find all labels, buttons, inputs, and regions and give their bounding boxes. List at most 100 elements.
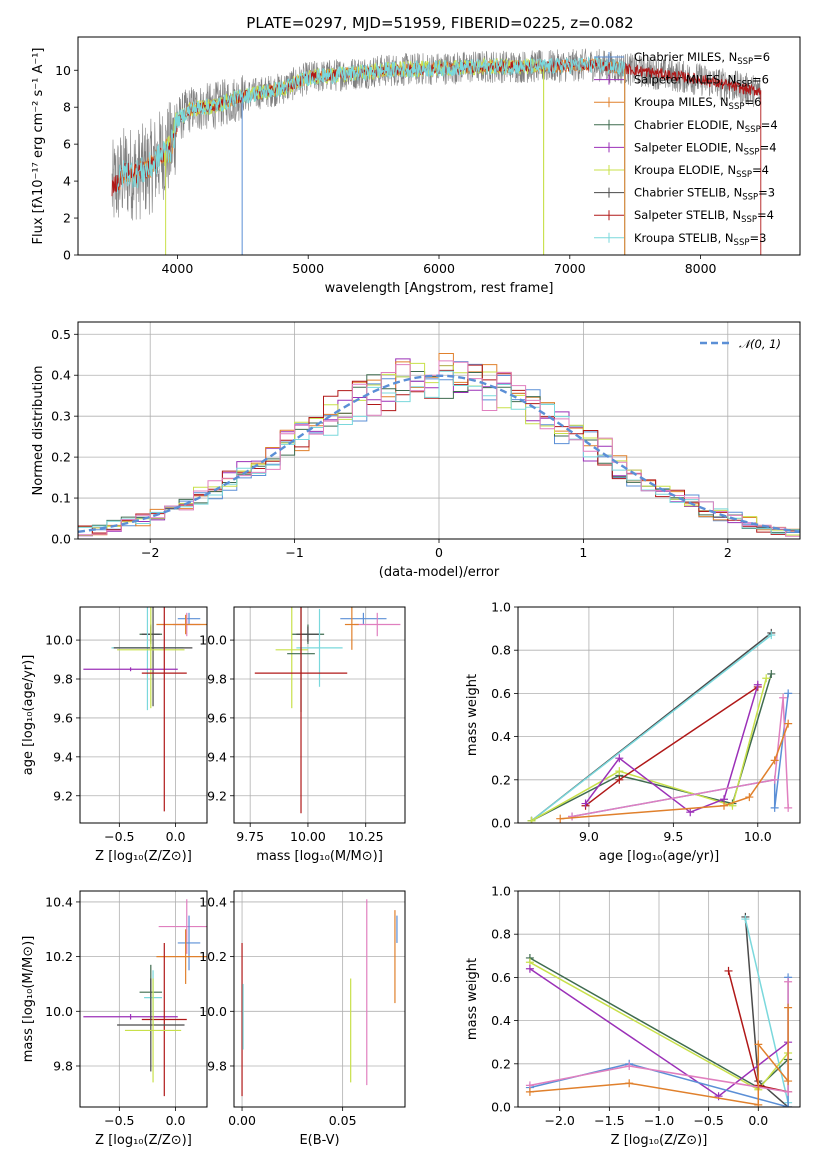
y-tick-label: 9.2 bbox=[207, 788, 227, 803]
chart-age_vs_Z: −0.5 0.0 9.2 9.4 9.6 9.8 10.0 Z [log₁₀(Z/Z⊙)] ag… bbox=[21, 606, 208, 864]
x-axis-label: wavelength [Angstrom, rest frame] bbox=[325, 281, 554, 296]
x-tick-label: 0.00 bbox=[228, 1113, 256, 1128]
x-axis-label: age [log₁₀(age/yr)] bbox=[599, 849, 720, 864]
legend-entry: Kroupa STELIB, NSSP=3 bbox=[634, 231, 766, 248]
y-tick-label: 9.6 bbox=[53, 710, 73, 725]
axes-frame bbox=[77, 321, 801, 540]
errorbar-point bbox=[275, 607, 308, 709]
axes-frame bbox=[77, 36, 801, 256]
y-tick-label: 0.6 bbox=[491, 970, 511, 985]
x-tick-label: −0.5 bbox=[104, 829, 134, 844]
y-tick-label: 10.4 bbox=[199, 894, 227, 909]
weight-series bbox=[529, 1007, 789, 1106]
x-axis-label: E(B-V) bbox=[299, 1133, 339, 1148]
weight-series bbox=[571, 697, 789, 818]
x-tick-label: 2 bbox=[724, 545, 732, 560]
y-axis-label: age [log₁₀(age/yr)] bbox=[21, 655, 36, 776]
errorbar-point bbox=[141, 607, 187, 812]
x-tick-label: −2 bbox=[141, 545, 159, 560]
y-tick-label: 1.0 bbox=[491, 600, 511, 615]
legend-entry: Salpeter STELIB, NSSP=4 bbox=[634, 208, 774, 225]
weight-marker bbox=[615, 754, 624, 763]
y-axis-label: mass [log₁₀(M/M⊙)] bbox=[21, 936, 36, 1063]
weight-marker bbox=[770, 775, 779, 784]
weight-marker bbox=[625, 1079, 634, 1088]
y-tick-label: 0.0 bbox=[491, 816, 511, 831]
y-tick-label: 0.4 bbox=[51, 368, 71, 383]
y-axis-label: mass weight bbox=[465, 674, 480, 756]
x-tick-label: 8000 bbox=[685, 261, 717, 276]
x-tick-label: −1.5 bbox=[594, 1113, 624, 1128]
errorbar-point bbox=[117, 607, 185, 709]
plot-area bbox=[78, 353, 800, 538]
y-tick-label: 10 bbox=[55, 63, 71, 78]
weight-marker bbox=[784, 1077, 793, 1086]
weight-marker bbox=[784, 719, 793, 728]
y-tick-label: 10.0 bbox=[45, 633, 73, 648]
plot-area bbox=[241, 899, 398, 1097]
x-tick-label: 10.00 bbox=[290, 829, 326, 844]
x-tick-label: 0 bbox=[435, 545, 443, 560]
plot-area bbox=[254, 607, 401, 814]
legend-entry: Salpeter ELODIE, NSSP=4 bbox=[634, 140, 777, 157]
weight-marker bbox=[754, 1100, 763, 1107]
axes-frame bbox=[233, 606, 406, 824]
weight-marker bbox=[784, 1103, 793, 1107]
weight-marker bbox=[568, 812, 577, 821]
x-tick-label: 5000 bbox=[292, 261, 324, 276]
errorbar-point bbox=[177, 612, 201, 625]
errorbar-point bbox=[113, 607, 193, 707]
weight-series bbox=[531, 634, 772, 822]
figure-title: PLATE=0297, MJD=51959, FIBERID=0225, z=0… bbox=[246, 14, 633, 32]
chart-weight_vs_age: 9.0 9.5 10.0 0.0 0.2 0.4 0.6 0.8 1.0 age [log₁₀(a… bbox=[465, 600, 801, 864]
weight-marker bbox=[767, 631, 776, 640]
weight-series bbox=[531, 678, 767, 822]
errorbar-point bbox=[141, 942, 187, 1097]
weight-marker bbox=[784, 803, 793, 812]
x-tick-label: −0.5 bbox=[693, 1113, 723, 1128]
y-tick-label: 6 bbox=[63, 137, 71, 152]
x-tick-label: 0.05 bbox=[329, 1113, 357, 1128]
y-tick-label: 2 bbox=[63, 211, 71, 226]
plot-area bbox=[83, 607, 207, 812]
weight-marker bbox=[745, 793, 754, 802]
weight-marker bbox=[770, 756, 779, 765]
plot-area bbox=[527, 628, 793, 823]
y-tick-label: 0.8 bbox=[491, 643, 511, 658]
legend-entry: Kroupa ELODIE, NSSP=4 bbox=[634, 163, 769, 180]
y-tick-label: 0.2 bbox=[491, 1056, 511, 1071]
weight-marker bbox=[762, 674, 771, 683]
errorbar-point bbox=[83, 667, 178, 672]
weight-marker bbox=[741, 915, 750, 924]
weight-series bbox=[571, 693, 789, 818]
errorbar-point bbox=[340, 612, 387, 625]
x-tick-label: 7000 bbox=[554, 261, 586, 276]
x-axis-label: Z [log₁₀(Z/Z⊙)] bbox=[95, 849, 192, 864]
x-axis-label: mass [log₁₀(M/M⊙)] bbox=[256, 849, 383, 864]
y-tick-label: 9.8 bbox=[207, 1058, 227, 1073]
errorbar-point bbox=[117, 978, 185, 1072]
weight-marker bbox=[724, 966, 733, 975]
y-tick-label: 0.5 bbox=[51, 327, 71, 342]
y-tick-label: 0.8 bbox=[491, 927, 511, 942]
y-tick-label: 8 bbox=[63, 100, 71, 115]
x-tick-label: 0.0 bbox=[166, 829, 186, 844]
errorbar-point bbox=[124, 978, 182, 1083]
weight-marker bbox=[753, 680, 762, 689]
y-tick-label: 9.4 bbox=[53, 749, 73, 764]
weight-marker bbox=[686, 808, 695, 817]
y-tick-label: 0.2 bbox=[51, 450, 71, 465]
weight-marker bbox=[525, 964, 534, 973]
weight-marker bbox=[784, 1087, 793, 1096]
plot-area bbox=[525, 912, 793, 1107]
x-tick-label: 10.25 bbox=[348, 829, 384, 844]
x-tick-label: 0.0 bbox=[166, 1113, 186, 1128]
weight-marker bbox=[615, 767, 624, 776]
weight-marker bbox=[615, 775, 624, 784]
errorbar-point bbox=[344, 607, 359, 650]
chart-mass_vs_Z: −0.5 0.0 9.8 10.0 10.2 10.4 Z [log₁₀(Z/Z⊙)] mas… bbox=[21, 890, 208, 1148]
plot-area bbox=[83, 899, 207, 1097]
chart-spectrum: 4000 5000 6000 7000 8000 0 2 4 6 8 10 wavelength [A… bbox=[31, 36, 801, 296]
legend-entry: Chabrier ELODIE, NSSP=4 bbox=[634, 118, 778, 135]
model-spectrum bbox=[163, 56, 545, 255]
